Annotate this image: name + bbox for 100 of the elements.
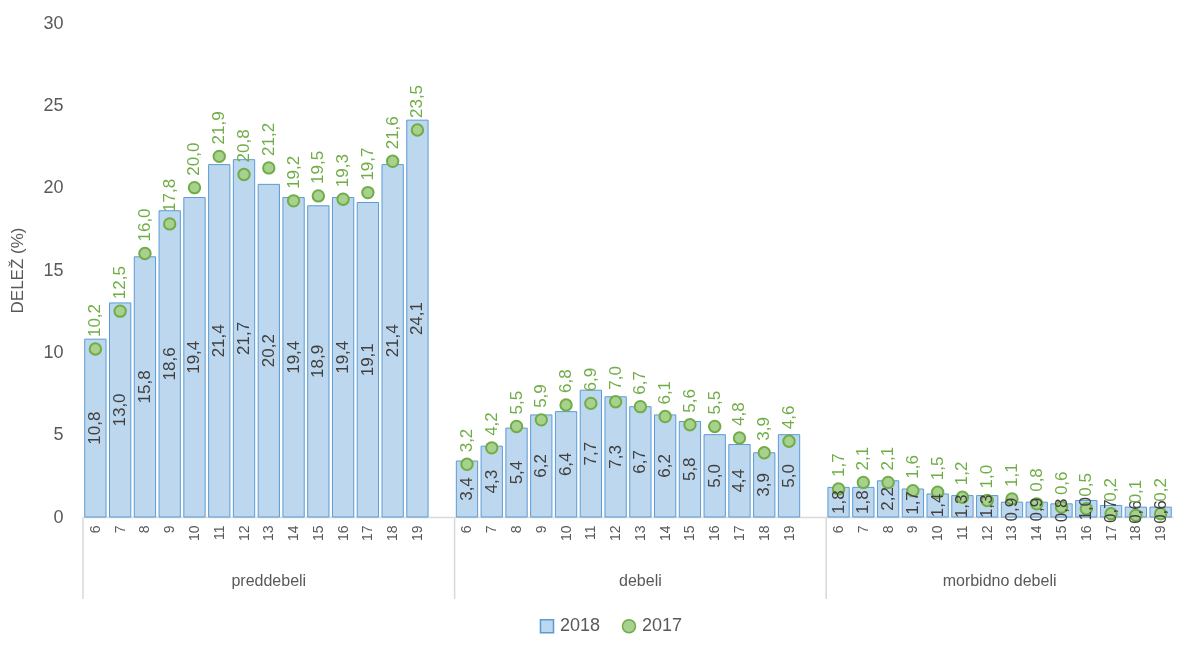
data-label: 1,6: [902, 455, 922, 479]
x-tick-label: 6: [86, 525, 103, 534]
data-label: 1,0: [977, 464, 997, 489]
point: [559, 398, 573, 412]
x-tick-label: 17: [1102, 525, 1119, 542]
x-tick-label: 15: [681, 525, 698, 542]
data-label: 19,7: [357, 147, 377, 181]
point: [757, 446, 771, 460]
data-label: 5,5: [506, 390, 526, 415]
text: preddebeli: [231, 572, 307, 589]
bar: [604, 396, 627, 518]
text: debeli: [619, 572, 662, 589]
data-label: 7,0: [605, 366, 625, 390]
point: [534, 413, 548, 427]
x-tick-label: 14: [1028, 525, 1045, 542]
point: [212, 149, 226, 164]
point: [311, 189, 326, 203]
x-tick-label: 18: [384, 525, 401, 542]
bar: [158, 210, 181, 518]
x-tick-label: 18: [1127, 525, 1144, 542]
y-axis-title: DELEŽ (%): [8, 227, 28, 314]
data-label: 20,0: [184, 142, 204, 176]
data-label: 5,8: [679, 457, 699, 482]
y-tick-label: 5: [53, 424, 64, 445]
data-label: 21,9: [209, 111, 229, 145]
data-label: 6,2: [655, 454, 675, 478]
x-tick-label: 9: [904, 525, 921, 534]
data-label: 6,9: [580, 367, 600, 392]
text: morbidno debeli: [942, 572, 1057, 589]
data-label: 2,2: [878, 487, 898, 511]
x-tick-label: 10: [929, 525, 946, 542]
x-tick-label: 6: [830, 525, 847, 534]
x-tick-label: 13: [1003, 525, 1020, 542]
x-tick-label: 11: [582, 525, 599, 541]
data-label: 0,8: [1026, 468, 1046, 492]
data-label: 13,0: [110, 393, 130, 427]
point: [856, 475, 871, 490]
point: [732, 431, 747, 445]
x-tick-label: 16: [1077, 525, 1094, 542]
data-label: 1,8: [853, 490, 873, 514]
x-tick-label: 9: [532, 525, 549, 534]
bar: [629, 406, 652, 518]
data-label: 24,1: [407, 302, 427, 336]
data-label: 1,5: [927, 456, 947, 481]
data-label: 19,4: [184, 340, 204, 374]
data-label: 12,5: [110, 266, 130, 300]
data-label: 5,9: [531, 384, 551, 408]
data-label: 4,3: [481, 469, 501, 494]
data-label: 1,3: [977, 494, 997, 519]
bar: [356, 201, 380, 518]
data-label: 2,1: [878, 446, 898, 471]
x-tick-label: 10: [185, 525, 202, 542]
x-tick-label: 12: [607, 525, 624, 542]
data-label: 4,4: [729, 468, 749, 493]
x-tick-label: 14: [656, 525, 673, 542]
data-label: 0,2: [1101, 478, 1121, 502]
data-label: 0,8: [1051, 498, 1071, 523]
data-label: 20,8: [234, 129, 254, 163]
data-label: 19,1: [357, 343, 377, 377]
data-label: 10,2: [85, 303, 105, 338]
data-label: 1,7: [828, 453, 848, 478]
data-label: 23,5: [407, 84, 427, 119]
y-tick-label: 15: [43, 259, 64, 280]
bar: [282, 197, 305, 518]
data-label: 0,9: [1026, 497, 1046, 522]
x-tick-label: 16: [334, 525, 351, 542]
bar: [331, 197, 355, 518]
x-tick-label: 10: [557, 525, 574, 542]
x-tick-label: 8: [508, 525, 525, 534]
bar: [208, 164, 231, 518]
data-label: 2,1: [853, 446, 873, 471]
bar: [505, 427, 528, 518]
data-label: 21,6: [382, 116, 402, 150]
x-tick-label: 6: [458, 525, 475, 534]
point: [237, 167, 251, 182]
data-label: 10,8: [85, 411, 105, 445]
data-label: 0,6: [1150, 500, 1170, 524]
point: [410, 123, 425, 137]
data-label: 6,8: [556, 369, 576, 394]
point: [138, 246, 152, 261]
data-label: 1,2: [952, 461, 972, 486]
data-label: 5,6: [679, 389, 699, 413]
x-tick-label: 18: [755, 525, 772, 542]
data-label: 15,8: [134, 370, 154, 404]
data-label: 5,0: [779, 464, 799, 488]
data-label: 6,7: [630, 450, 650, 474]
point: [708, 419, 722, 434]
bar: [554, 411, 578, 518]
data-label: 5,0: [704, 464, 724, 488]
x-tick-label: 11: [210, 525, 227, 541]
bar: [381, 164, 404, 518]
data-label: 7,7: [580, 441, 600, 466]
x-tick-label: 16: [706, 525, 723, 542]
x-tick-label: 12: [235, 525, 252, 542]
data-label: 6,1: [655, 380, 675, 405]
data-label: 21,4: [382, 324, 402, 358]
point: [658, 409, 672, 424]
bar: [579, 389, 602, 518]
point: [187, 180, 202, 195]
data-label: 18,6: [159, 347, 179, 381]
